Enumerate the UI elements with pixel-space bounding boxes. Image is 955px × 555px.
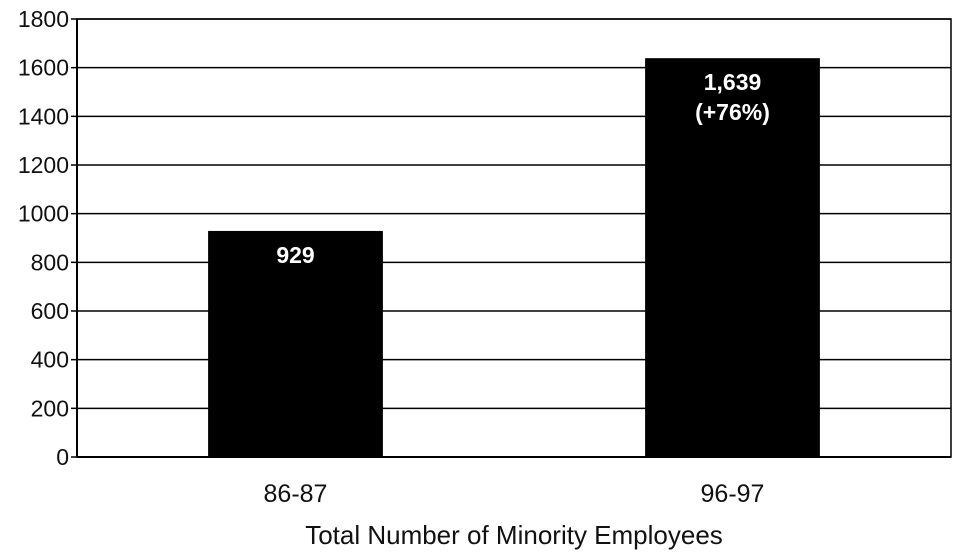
- y-tick-label-400: 400: [31, 347, 69, 373]
- y-tick-label-800: 800: [31, 249, 69, 275]
- y-axis-tick-labels: 0 200 400 600 800 1000 1200 1400 1600 1800: [18, 6, 77, 470]
- data-label-86-87: 929: [276, 242, 314, 268]
- y-tick-label-1200: 1200: [18, 152, 69, 178]
- y-tick-label-600: 600: [31, 298, 69, 324]
- y-tick-label-1600: 1600: [18, 55, 69, 81]
- x-category-label-96-97: 96-97: [701, 480, 765, 508]
- x-axis-category-labels: 86-87 96-97: [264, 480, 765, 508]
- y-tick-label-1800: 1800: [18, 6, 69, 32]
- y-tick-label-1400: 1400: [18, 103, 69, 129]
- y-tick-label-200: 200: [31, 395, 69, 421]
- data-label-96-97-line-2: (+76%): [695, 99, 770, 125]
- x-category-label-86-87: 86-87: [264, 480, 328, 508]
- data-label-96-97-line-1: 1,639: [704, 69, 762, 95]
- bar-96-97: [645, 58, 820, 457]
- axes: [76, 18, 952, 458]
- y-tick-label-1000: 1000: [18, 201, 69, 227]
- bar-86-87: [208, 230, 383, 457]
- x-axis-title: Total Number of Minority Employees: [305, 520, 723, 550]
- y-tick-label-0: 0: [56, 444, 69, 470]
- bars: 929 1,639 (+76%): [208, 58, 820, 457]
